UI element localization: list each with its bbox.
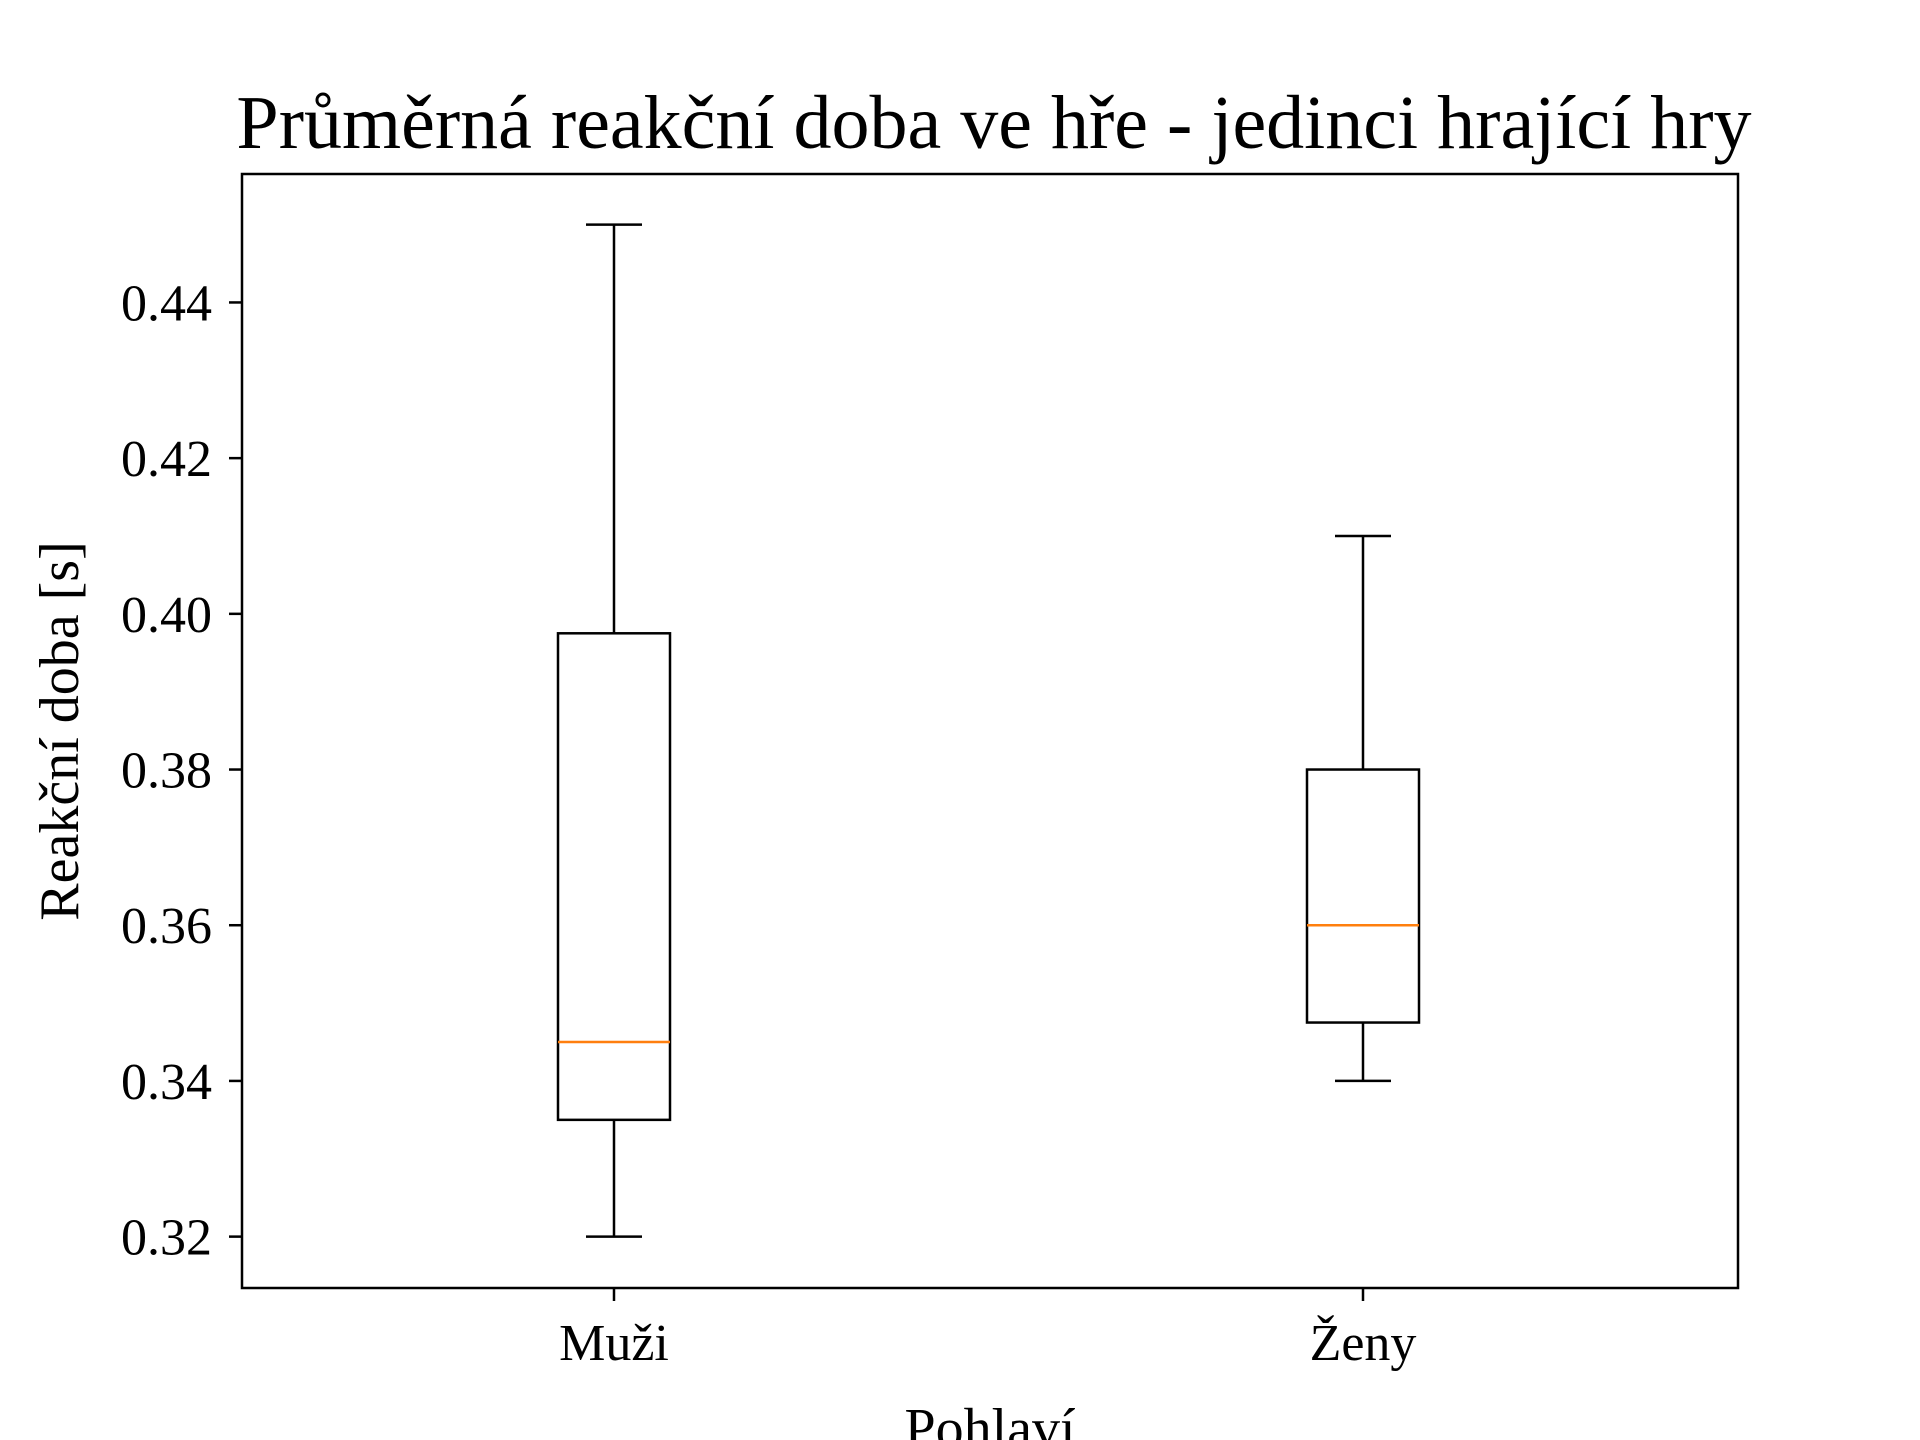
y-tick-label: 0.32 bbox=[121, 1210, 212, 1267]
x-axis-label: Pohlaví bbox=[904, 1398, 1075, 1440]
iqr-box bbox=[556, 632, 672, 1122]
y-tick-label: 0.44 bbox=[121, 275, 212, 332]
y-tick-label: 0.38 bbox=[121, 743, 212, 800]
y-axis-label: Reakční doba [s] bbox=[29, 541, 91, 920]
y-tick-label: 0.36 bbox=[121, 898, 212, 955]
box-group bbox=[556, 223, 672, 1238]
y-tick-label: 0.34 bbox=[121, 1054, 212, 1111]
x-tick-label: Muži bbox=[559, 1315, 669, 1372]
box-series bbox=[556, 223, 1421, 1238]
iqr-box bbox=[1305, 768, 1421, 1024]
plot-area-frame bbox=[240, 172, 1740, 1290]
y-tick-label: 0.40 bbox=[121, 587, 212, 644]
y-tick-label: 0.42 bbox=[121, 431, 212, 488]
x-tick-label: Ženy bbox=[1310, 1314, 1417, 1372]
chart-title: Průměrná reakční doba ve hře - jedinci h… bbox=[236, 81, 1751, 165]
box-group bbox=[1305, 534, 1421, 1083]
y-axis: 0.32 0.34 0.36 0.38 0.40 0.42 0.44 bbox=[121, 275, 242, 1267]
x-axis: Muži Ženy bbox=[559, 1288, 1416, 1372]
